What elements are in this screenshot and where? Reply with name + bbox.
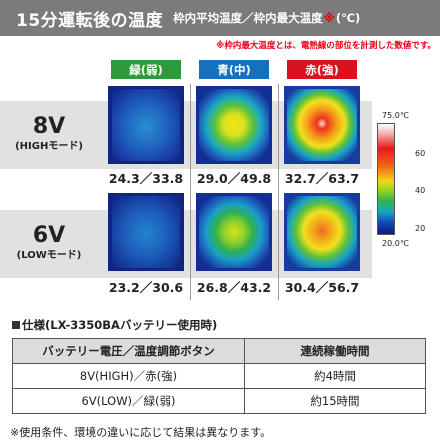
scale-tick-60: 60 xyxy=(415,149,426,158)
table-cell-runtime: 約4時間 xyxy=(244,363,426,389)
square-bullet-icon xyxy=(12,321,20,329)
scale-tick-20: 20 xyxy=(415,224,426,233)
column-header-red: 赤(強) xyxy=(287,60,357,79)
spec-table: バッテリー電圧／温度調節ボタン 連続稼働時間 8V(HIGH)／赤(強) 約4時… xyxy=(12,338,426,414)
temperature-color-scale xyxy=(377,123,395,235)
reading-6v-green: 23.2／30.6 xyxy=(108,280,184,295)
reading-8v-red: 32.7／63.7 xyxy=(284,171,360,186)
column-divider xyxy=(278,84,279,300)
table-row: 6V(LOW)／緑(弱) 約15時間 xyxy=(12,388,426,414)
reading-8v-blue: 29.0／49.8 xyxy=(196,171,272,186)
thermal-image-6v-green xyxy=(108,193,184,271)
page-title: 15分運転後の温度 xyxy=(16,10,164,31)
thermal-image-8v-blue xyxy=(196,86,272,164)
row-label-8v: 8V (HIGHモード) xyxy=(0,114,98,153)
mode-label: (LOWモード) xyxy=(16,250,82,261)
scale-tick-40: 40 xyxy=(415,186,426,195)
subtitle-text: 枠内平均温度／枠内最大温度 xyxy=(173,11,323,25)
reading-6v-red: 30.4／56.7 xyxy=(284,280,360,295)
reading-6v-blue: 26.8／43.2 xyxy=(196,280,272,295)
spec-heading: 仕様(LX-3350BAバッテリー使用時) xyxy=(12,317,217,333)
row-label-6v: 6V (LOWモード) xyxy=(0,223,98,262)
voltage-label: 8V xyxy=(32,114,66,139)
column-header-green: 緑(弱) xyxy=(111,60,181,79)
column-divider xyxy=(190,84,191,300)
table-cell-runtime: 約15時間 xyxy=(244,388,426,414)
subtitle-unit: (℃) xyxy=(335,11,361,25)
spec-heading-text: 仕様(LX-3350BAバッテリー使用時) xyxy=(22,318,218,332)
thermal-image-8v-green xyxy=(108,86,184,164)
table-cell-setting: 6V(LOW)／緑(弱) xyxy=(12,388,245,414)
scale-min-label: 20.0℃ xyxy=(382,239,409,248)
table-header-row: バッテリー電圧／温度調節ボタン 連続稼働時間 xyxy=(12,338,426,364)
scale-max-label: 75.0℃ xyxy=(382,111,409,120)
table-header-runtime: 連続稼働時間 xyxy=(244,338,426,364)
subtitle-star: ※ xyxy=(323,11,335,25)
thermal-image-6v-red xyxy=(284,193,360,271)
thermal-image-6v-blue xyxy=(196,193,272,271)
footnote: ※使用条件、環境の違いに応じて結果は異なります。 xyxy=(10,426,272,439)
column-header-blue: 青(中) xyxy=(199,60,269,79)
table-row: 8V(HIGH)／赤(強) 約4時間 xyxy=(12,363,426,389)
page-subtitle: 枠内平均温度／枠内最大温度 ※ (℃) xyxy=(173,10,360,26)
table-cell-setting: 8V(HIGH)／赤(強) xyxy=(12,363,245,389)
thermal-image-8v-red xyxy=(284,86,360,164)
voltage-label: 6V xyxy=(32,223,66,248)
mode-label: (HIGHモード) xyxy=(15,141,83,152)
max-temp-note: ※枠内最大温度とは、電熱線の部位を計測した数値です。 xyxy=(216,41,436,51)
header-bar: 15分運転後の温度 枠内平均温度／枠内最大温度 ※ (℃) xyxy=(0,0,440,36)
reading-8v-green: 24.3／33.8 xyxy=(108,171,184,186)
table-header-voltage: バッテリー電圧／温度調節ボタン xyxy=(12,338,245,364)
